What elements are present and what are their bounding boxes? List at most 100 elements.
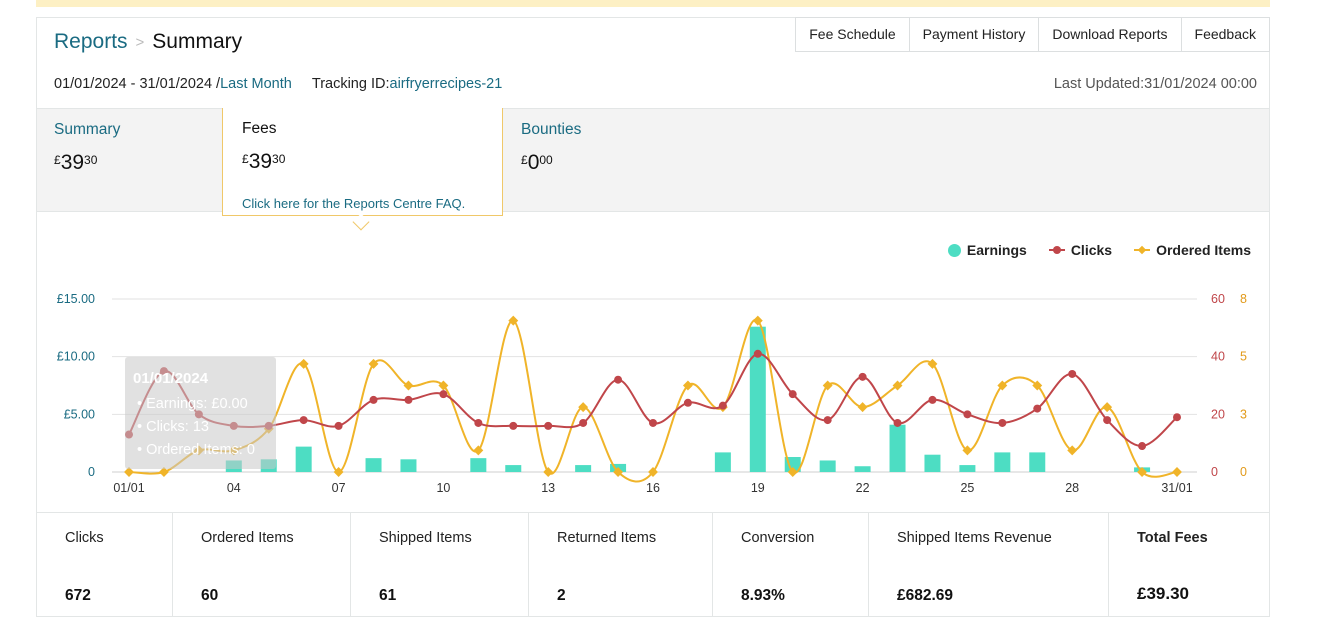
clicks-point: [858, 372, 867, 381]
clicks-point: [544, 421, 553, 430]
ordered-items-point: [578, 402, 589, 413]
clicks-point: [788, 390, 797, 399]
value-whole: 39: [60, 151, 85, 174]
chart-tooltip: [125, 357, 276, 469]
clicks-point: [299, 416, 308, 425]
ordered-items-point: [752, 315, 763, 326]
metric-bounties-label[interactable]: Bounties: [521, 121, 582, 138]
tracking-id-link[interactable]: airfryerrecipes-21: [389, 76, 503, 92]
stat-label: Shipped Items Revenue: [897, 530, 1052, 546]
earnings-bar: [959, 465, 976, 472]
ordered-items-point: [927, 358, 938, 369]
stat-shipped-revenue: Shipped Items Revenue £682.69: [869, 513, 1109, 617]
y-right-ordered-tick-label: 5: [1240, 350, 1247, 364]
earnings-bar: [470, 458, 487, 472]
tab-feedback[interactable]: Feedback: [1180, 17, 1270, 52]
clicks-point: [509, 421, 518, 430]
ordered-items-point: [543, 467, 554, 477]
earnings-bar: [924, 454, 941, 472]
y-right-clicks-tick-label: 60: [1211, 292, 1225, 306]
tooltip-title: 01/01/2024: [133, 370, 209, 387]
metric-fees-value: £39 30: [242, 150, 285, 174]
stat-value: 2: [557, 587, 566, 604]
stat-ordered-items: Ordered Items 60: [173, 513, 351, 617]
earnings-bar: [400, 459, 417, 472]
report-subline: 01/01/2024 - 31/01/2024 /Last Month Trac…: [54, 76, 502, 92]
y-right-ordered-tick-label: 3: [1240, 407, 1247, 421]
stat-value: 60: [201, 587, 219, 604]
clicks-point: [1068, 369, 1077, 378]
stat-label: Shipped Items: [379, 530, 472, 546]
clicks-point: [474, 418, 483, 427]
x-tick-label: 04: [227, 481, 241, 495]
top-tabs: Fee Schedule Payment History Download Re…: [795, 17, 1270, 52]
x-tick-label: 25: [960, 481, 974, 495]
clicks-point: [614, 375, 623, 384]
tab-download-reports[interactable]: Download Reports: [1038, 17, 1182, 52]
metric-summary-value: £39 30: [54, 151, 120, 175]
x-tick-label: 16: [646, 481, 660, 495]
ordered-items-point: [1102, 402, 1113, 413]
value-decimal: 30: [84, 153, 98, 167]
fees-popover: Fees £39 30 Click here for the Reports Ce…: [222, 108, 503, 216]
ordered-items-point: [787, 467, 798, 477]
earnings-bar: [365, 458, 382, 472]
legend-earnings[interactable]: Earnings: [947, 242, 1027, 258]
y-right-clicks-tick-label: 0: [1211, 465, 1218, 479]
ordered-items-point: [822, 380, 833, 391]
y-right-ordered-tick-label: 8: [1240, 292, 1247, 306]
metric-fees-label[interactable]: Fees: [242, 120, 277, 137]
clicks-point: [579, 418, 588, 427]
legend-clicks-label: Clicks: [1070, 242, 1113, 258]
y-right-clicks-tick-label: 20: [1211, 407, 1225, 421]
legend-ordered-items[interactable]: Ordered Items: [1134, 242, 1251, 258]
reports-panel: Reports > Summary Fee Schedule Payment H…: [36, 17, 1270, 617]
page-title: Summary: [152, 30, 243, 53]
circle-icon: [947, 243, 961, 257]
tab-payment-history[interactable]: Payment History: [908, 17, 1040, 52]
stat-value: £39.30: [1137, 584, 1189, 603]
date-slash: /: [212, 76, 221, 92]
metric-summary[interactable]: Summary £39 30: [54, 121, 120, 175]
breadcrumb-reports-link[interactable]: Reports: [54, 30, 128, 53]
stat-value: £682.69: [897, 587, 954, 604]
ordered-items-point: [403, 380, 414, 391]
tab-fee-schedule[interactable]: Fee Schedule: [795, 17, 910, 52]
y-right-ordered-tick-label: 0: [1240, 465, 1247, 479]
tracking-label: Tracking ID:: [311, 76, 390, 92]
clicks-point: [753, 349, 762, 358]
clicks-point: [1173, 413, 1181, 422]
earnings-bar: [505, 465, 522, 472]
metric-bounties[interactable]: Bounties £0 00: [521, 121, 581, 175]
legend-clicks[interactable]: Clicks: [1048, 242, 1113, 258]
x-tick-label: 07: [332, 481, 346, 495]
ordered-items-point: [473, 445, 484, 456]
stat-label: Returned Items: [557, 530, 657, 546]
faq-link[interactable]: Click here for the Reports Centre FAQ.: [242, 196, 466, 211]
last-updated: Last Updated:31/01/2024 00:00: [1053, 76, 1257, 92]
last-month-link[interactable]: Last Month: [220, 76, 292, 92]
breadcrumb-separator: >: [135, 33, 145, 51]
clicks-point: [439, 390, 448, 399]
earnings-bar: [854, 466, 871, 472]
x-tick-label: 19: [751, 481, 765, 495]
chart-area: Earnings Clicks Ordered Items 0 0 0 £5.00 20…: [37, 228, 1269, 514]
chart-legend: Earnings Clicks Ordered Items: [947, 242, 1251, 258]
clicks-line: [128, 352, 1178, 448]
x-tick-label: 28: [1065, 481, 1079, 495]
earnings-bar: [575, 465, 592, 472]
metric-summary-label[interactable]: Summary: [54, 121, 121, 138]
ordered-items-point: [857, 402, 868, 413]
x-tick-label: 31/01: [1161, 481, 1192, 495]
clicks-point: [334, 421, 343, 430]
y-left-tick-label: £10.00: [57, 350, 95, 364]
clicks-point: [823, 416, 832, 425]
tooltip-line: • Ordered Items: 0: [137, 442, 255, 458]
ordered-items-point: [892, 380, 903, 391]
clicks-point: [649, 418, 657, 427]
ordered-items-point: [648, 467, 658, 477]
y-left-tick-label: £5.00: [64, 407, 95, 421]
clicks-point: [683, 398, 692, 407]
clicks-point: [718, 401, 727, 410]
ordered-items-point: [1067, 445, 1078, 456]
